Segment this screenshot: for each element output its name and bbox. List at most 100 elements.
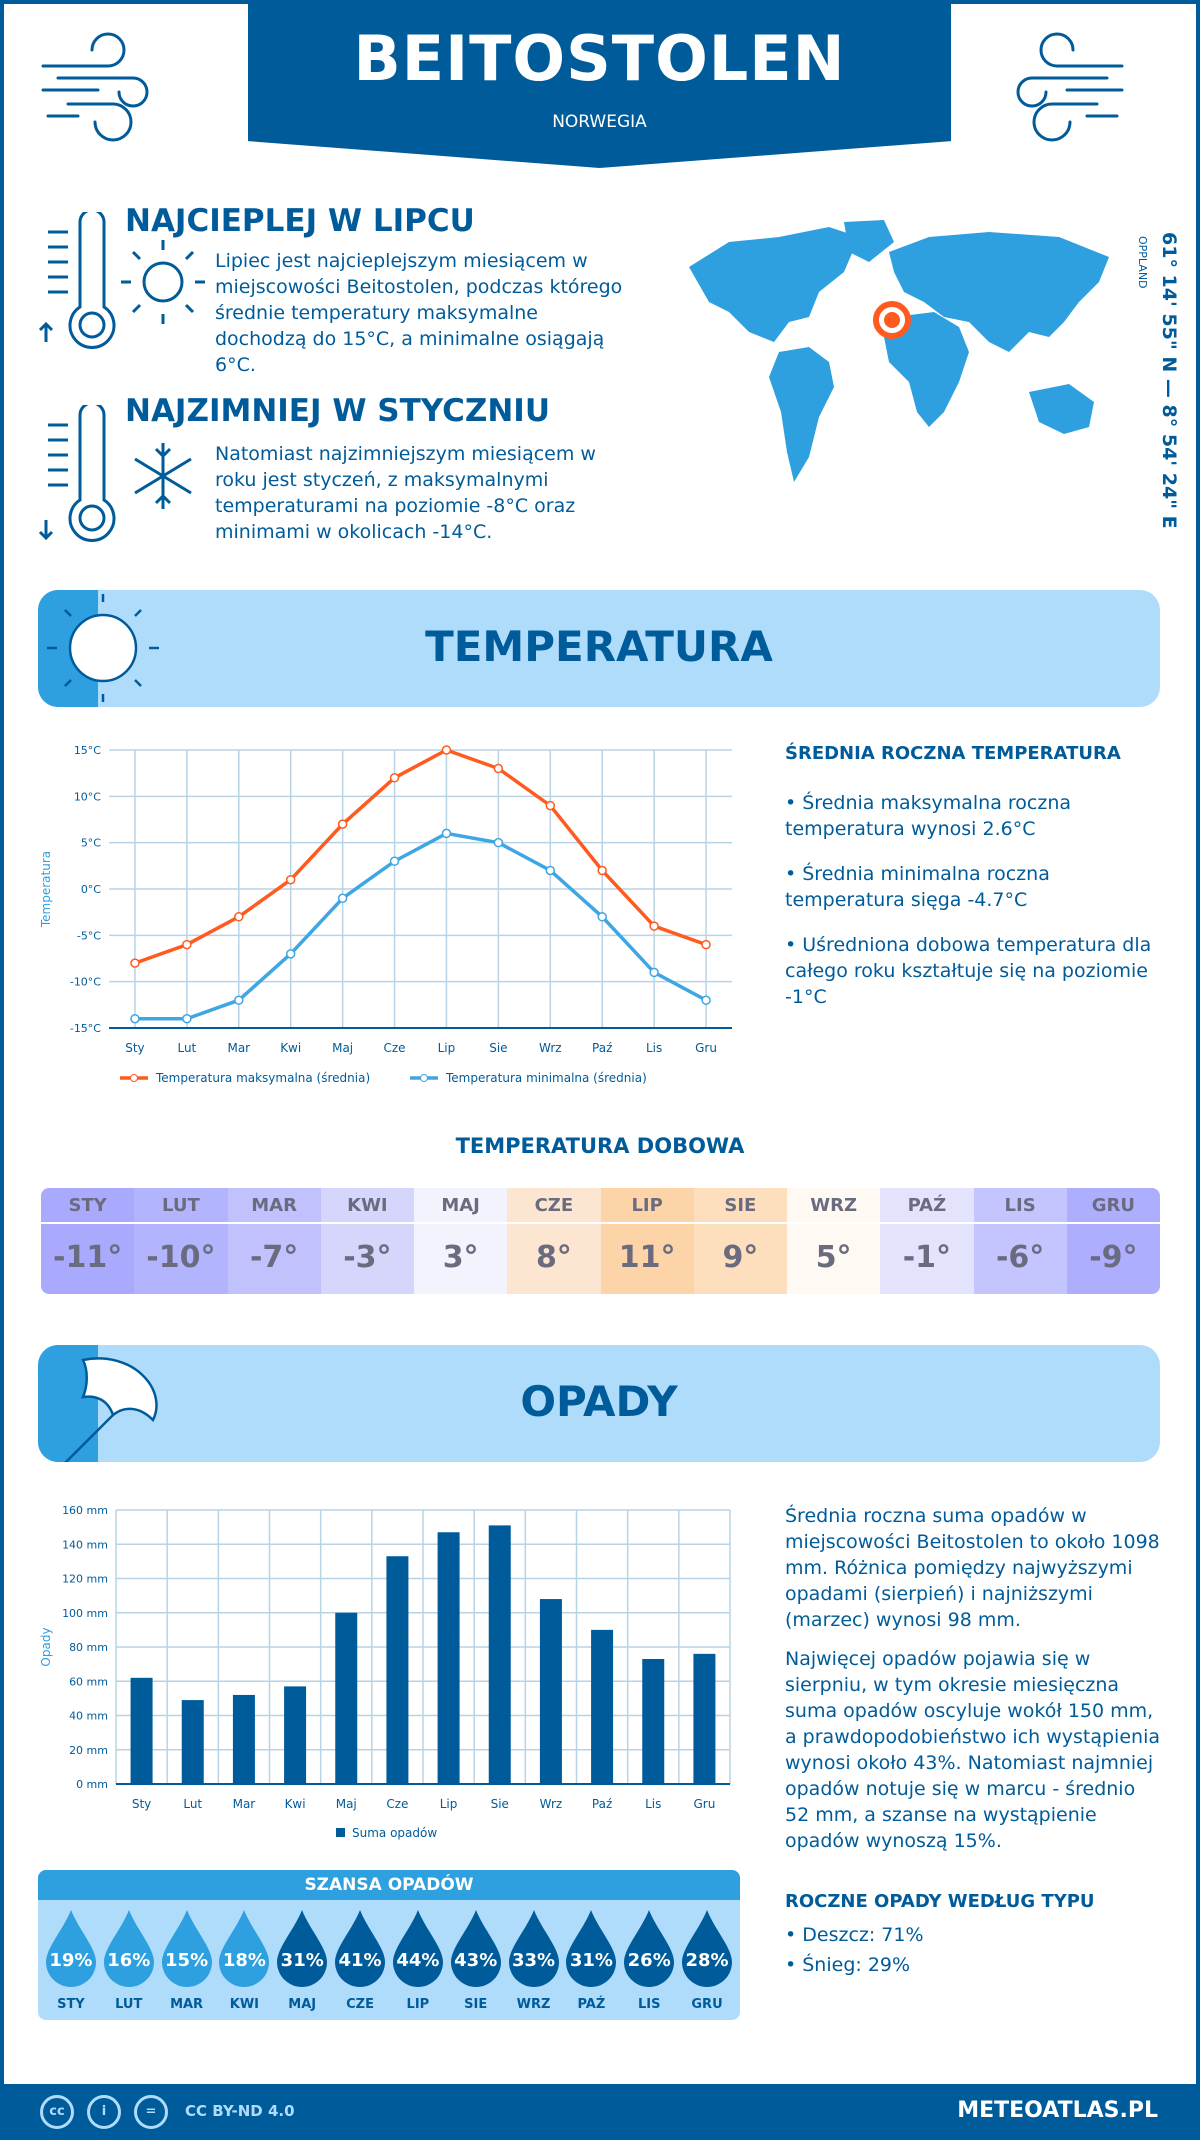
month-label: LIS [973,1188,1067,1224]
bar-wrz [539,1599,562,1784]
x-tick-label: Paź [592,1041,612,1055]
month-label: CZE [346,1997,374,2012]
temp-value: 9° [722,1240,759,1275]
chance-value: 31% [280,1950,324,1971]
chance-sty: 19% STY [42,1904,100,2014]
precipitation-banner: OPADY [38,1345,1160,1462]
data-point [493,763,504,774]
chance-maj: 31% MAJ [273,1904,331,2014]
y-tick-label: 140 mm [62,1538,108,1551]
data-point [182,939,192,950]
temp-value: 11° [618,1240,676,1275]
chance-value: 28% [685,1950,729,1971]
data-point [389,773,400,783]
daily-temp-mar: MAR -7° [227,1188,321,1294]
thermometer-snowflake-icon [38,405,192,542]
umbrella-icon [64,1357,158,1462]
warmest-text: Lipiec jest najcieplejszym miesiącem w m… [215,250,623,376]
data-point [545,800,556,811]
chance-value: 26% [627,1950,671,1971]
raindrop-icon [335,1910,386,1987]
raindrop-icon [450,1910,501,1987]
month-label: MAR [227,1188,321,1224]
temp-value: 5° [815,1240,852,1275]
x-tick-label: Sty [132,1797,151,1811]
y-tick-label: 80 mm [69,1641,108,1654]
chance-value: 33% [511,1950,556,1971]
y-tick-label: 120 mm [62,1573,108,1586]
y-tick-label: 100 mm [62,1607,108,1620]
precipitation-type-title: ROCZNE OPADY WEDŁUG TYPU [785,1891,1095,1912]
chance-lip: 44% LIP [389,1904,447,2014]
temp-value: 3° [442,1240,479,1275]
header-banner [248,0,951,168]
daily-temperature-table: STY -11° LUT -10° MAR -7° KWI -3° MAJ 3° CZE 8° LIP 1… [41,1188,1160,1294]
cc-icon: cc [40,2095,74,2129]
raindrop-icon [103,1910,154,1987]
chance-value: 41% [338,1950,382,1971]
month-label: LUT [115,1997,143,2012]
legend-marker [420,1074,428,1082]
chance-value: 19% [49,1950,93,1971]
bar-cze [386,1556,409,1784]
data-point [701,939,711,950]
temperature-bullet-1: • Średnia maksymalna roczna temperatura … [785,792,1072,840]
daily-temp-lip: LIP 11° [600,1188,694,1294]
daily-temp-sty: STY -11° [41,1188,135,1294]
month-label: GRU [1066,1188,1160,1224]
precipitation-type-snow: • Śnieg: 29% [785,1954,911,1976]
series-line-min [134,831,707,1021]
bar-lip [437,1532,460,1784]
raindrop-icon [624,1910,675,1987]
x-tick-label: Lut [183,1797,202,1811]
bar-lut [181,1700,204,1784]
site-link[interactable]: METEOATLAS.PL [957,2098,1158,2123]
x-tick-label: Lis [645,1797,661,1811]
y-tick-label: 160 mm [62,1504,108,1517]
y-tick-label: 5°C [81,837,101,850]
raindrop-icon [392,1910,443,1987]
bar-kwi [284,1686,307,1784]
month-label: LIP [406,1997,430,2012]
temp-value: -1° [902,1240,952,1275]
data-point [649,921,659,931]
data-point [285,949,296,959]
series-line-max [134,748,707,965]
temp-value: 8° [535,1240,572,1275]
temp-value: -11° [53,1240,123,1275]
daily-temp-lis: LIS -6° [973,1188,1067,1294]
month-label: SIE [464,1997,488,2012]
world-map [689,220,1109,482]
temp-value: -7° [249,1240,299,1275]
chance-value: 15% [165,1950,209,1971]
month-label: KWI [320,1188,414,1224]
temperature-bullet-3: • Uśredniona dobowa temperatura dla całe… [785,934,1152,1008]
y-tick-label: 15°C [74,744,101,757]
x-tick-label: Maj [332,1041,353,1055]
x-tick-label: Gru [695,1041,717,1055]
chance-kwi: 18% KWI [215,1904,273,2014]
chance-value: 31% [569,1950,613,1971]
y-axis-label: Opady [39,1627,53,1666]
x-tick-label: Lis [646,1041,662,1055]
temperature-banner-title: TEMPERATURA [425,622,773,671]
temperature-banner: TEMPERATURA [38,590,1160,707]
bar-lis [642,1658,665,1784]
data-point [285,874,296,885]
precipitation-paragraph-1: Średnia roczna suma opadów w miejscowośc… [785,1505,1160,1631]
license-label: CC BY-ND 4.0 [185,2102,295,2120]
raindrop-icon [566,1910,617,1987]
precipitation-type-rain: • Deszcz: 71% [785,1924,924,1946]
x-tick-label: Paź [592,1797,612,1811]
y-tick-label: 0 mm [76,1778,108,1791]
month-label: PAŹ [577,1997,606,2012]
bar-paź [591,1629,614,1784]
chance-value: 44% [396,1950,440,1971]
chance-sie: 43% SIE [447,1904,505,2014]
x-tick-label: Gru [693,1797,715,1811]
y-tick-label: 60 mm [69,1675,108,1688]
y-tick-label: -5°C [77,929,101,942]
y-tick-label: 10°C [74,790,101,803]
precipitation-chart: 0 mm 20 mm 40 mm 60 mm 80 mm 100 mm 120 mm 140 … [39,1504,731,1840]
temperature-summary-title: ŚREDNIA ROCZNA TEMPERATURA [785,743,1121,764]
